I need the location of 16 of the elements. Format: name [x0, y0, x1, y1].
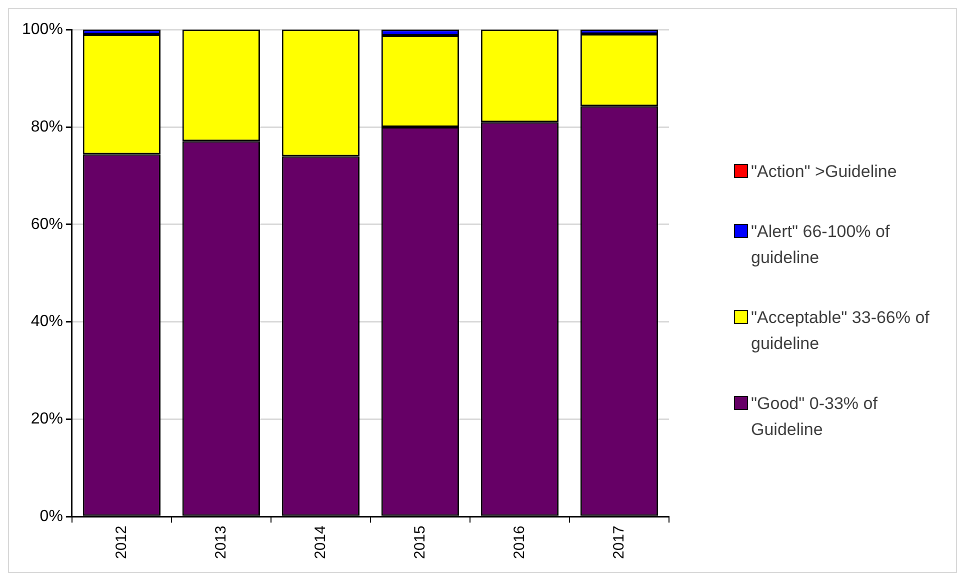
y-tick-label: 0% — [40, 508, 63, 526]
legend-label: "Acceptable" 33-66% of guideline — [751, 307, 930, 355]
y-tick-label: 20% — [30, 410, 63, 428]
y-tick-label: 60% — [30, 216, 63, 233]
y-tick-label: 100% — [22, 21, 63, 38]
y-tick-label: 40% — [30, 313, 63, 330]
x-tick-label: 2016 — [510, 526, 528, 560]
x-tick-label: 2012 — [112, 526, 130, 560]
legend-label: "Good" 0-33% of Guideline — [751, 393, 878, 441]
legend-label: "Action" >Guideline — [751, 161, 897, 183]
x-tick-label: 2014 — [312, 526, 329, 560]
y-tick-label: 80% — [30, 118, 63, 136]
x-tick-label: 2017 — [610, 526, 628, 560]
x-tick-label: 2015 — [411, 526, 428, 560]
legend-label: "Alert" 66-100% of guideline — [751, 221, 891, 269]
x-tick-label: 2013 — [212, 526, 230, 560]
